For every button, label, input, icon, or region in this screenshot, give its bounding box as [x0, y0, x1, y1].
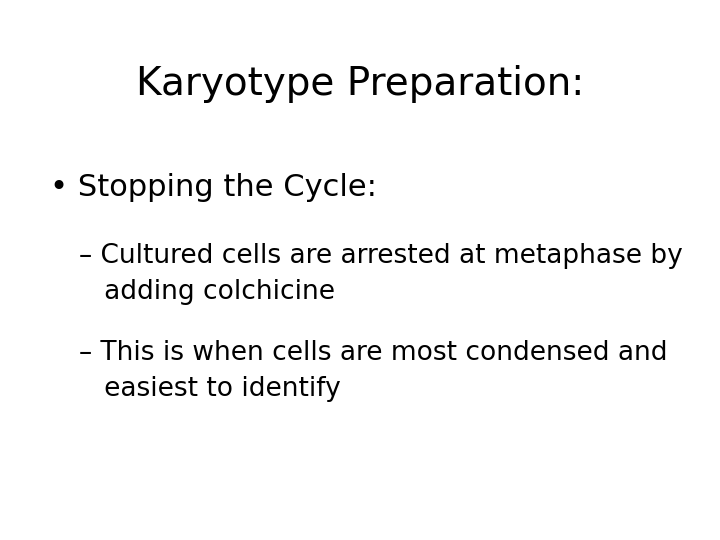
Text: – Cultured cells are arrested at metaphase by
   adding colchicine: – Cultured cells are arrested at metapha…	[79, 243, 683, 305]
Text: • Stopping the Cycle:: • Stopping the Cycle:	[50, 173, 377, 202]
Text: Karyotype Preparation:: Karyotype Preparation:	[136, 65, 584, 103]
Text: – This is when cells are most condensed and
   easiest to identify: – This is when cells are most condensed …	[79, 340, 667, 402]
